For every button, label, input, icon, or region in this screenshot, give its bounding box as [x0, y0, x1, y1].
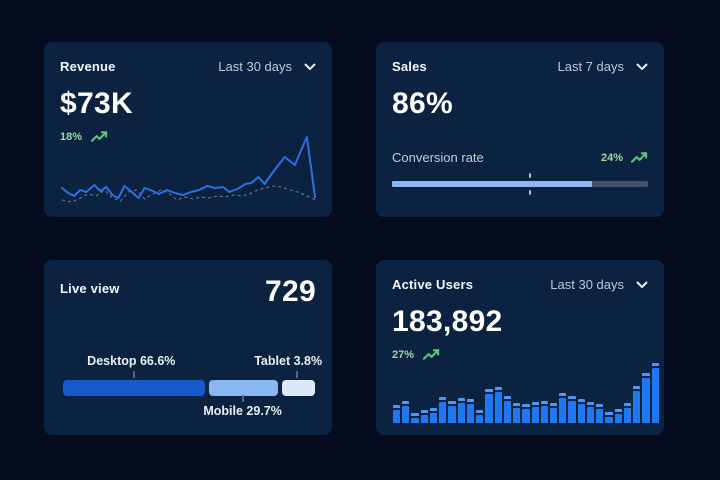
bar — [633, 385, 641, 423]
bar — [411, 413, 419, 423]
active-users-delta-badge: 27% — [392, 349, 440, 361]
revenue-card: Revenue Last 30 days $73K 18% — [44, 42, 332, 217]
live-view-header: Live view 729 — [60, 275, 316, 309]
bar — [596, 404, 604, 423]
live-view-card: Live view 729 Desktop 66.6% Mobile 29.7% T… — [44, 260, 332, 435]
conversion-delta-badge: 24% — [601, 152, 648, 164]
bar — [559, 393, 567, 423]
conversion-section: Conversion rate 24% — [392, 150, 648, 195]
segment-tick — [296, 371, 299, 378]
bar — [503, 396, 512, 423]
trending-up-icon — [423, 349, 440, 360]
bar — [393, 405, 401, 423]
active-users-header: Active Users Last 30 days — [392, 277, 648, 292]
active-users-period-label: Last 30 days — [550, 277, 624, 292]
revenue-period-dropdown[interactable]: Last 30 days — [218, 59, 316, 74]
segment — [208, 380, 279, 396]
revenue-title: Revenue — [60, 59, 116, 74]
current-period-line — [61, 136, 316, 199]
bar — [540, 400, 548, 423]
live-view-value: 729 — [265, 275, 316, 308]
revenue-period-label: Last 30 days — [218, 59, 292, 74]
sales-period-dropdown[interactable]: Last 7 days — [558, 59, 649, 74]
conversion-row: Conversion rate 24% — [392, 150, 648, 165]
bar — [577, 399, 585, 423]
bar — [605, 411, 613, 423]
bar — [402, 400, 410, 423]
active-users-period-dropdown[interactable]: Last 30 days — [550, 277, 648, 292]
active-users-bar-chart — [393, 363, 659, 423]
sales-period-label: Last 7 days — [557, 59, 625, 74]
bar — [522, 403, 530, 423]
trending-up-icon — [91, 131, 108, 142]
bar — [549, 403, 558, 423]
active-users-card: Active Users Last 30 days 183,892 27% — [376, 260, 664, 435]
bar — [476, 409, 484, 423]
revenue-delta-badge: 18% — [60, 131, 108, 143]
revenue-line-chart — [61, 136, 317, 203]
chevron-down-icon — [636, 281, 648, 288]
sales-card-header: Sales Last 7 days — [392, 59, 648, 74]
progress-midpoint-marker-bottom — [529, 190, 532, 195]
bar — [531, 402, 539, 423]
chevron-down-icon — [636, 63, 648, 70]
bar — [439, 396, 447, 423]
device-breakdown-chart: Desktop 66.6% Mobile 29.7% Tablet 3.8% — [63, 354, 322, 418]
active-users-value: 183,892 — [392, 305, 503, 338]
segment-label: Mobile 29.7% — [203, 404, 282, 418]
segment-tick — [241, 395, 244, 402]
segment — [282, 380, 315, 396]
bar — [494, 387, 502, 423]
bar — [642, 373, 650, 423]
previous-period-line — [61, 185, 317, 203]
bar — [614, 409, 622, 423]
segment — [63, 380, 205, 396]
sales-title: Sales — [392, 59, 427, 74]
bar — [651, 363, 659, 423]
progress-fill — [392, 181, 592, 187]
bar — [466, 399, 475, 423]
chevron-down-icon — [304, 63, 316, 70]
progress-track — [392, 181, 648, 187]
bar — [485, 388, 493, 423]
active-users-title: Active Users — [392, 277, 474, 292]
segment-label: Desktop 66.6% — [87, 354, 176, 368]
revenue-card-header: Revenue Last 30 days — [60, 59, 316, 74]
conversion-delta-value: 24% — [600, 151, 623, 164]
sales-value: 86% — [392, 87, 453, 120]
revenue-value: $73K — [60, 87, 133, 120]
segment-label: Tablet 3.8% — [254, 354, 323, 368]
live-view-title: Live view — [60, 281, 120, 296]
bar — [623, 403, 632, 423]
active-users-delta-value: 27% — [392, 349, 415, 361]
bar — [457, 397, 465, 423]
bar — [448, 400, 456, 423]
segment-tick — [132, 371, 135, 378]
revenue-delta-value: 18% — [60, 131, 83, 143]
conversion-progress — [392, 173, 648, 195]
bar — [513, 402, 521, 423]
sales-card: Sales Last 7 days 86% Conversion rate 24… — [376, 42, 664, 217]
progress-midpoint-marker-top — [529, 173, 532, 178]
bar — [586, 402, 595, 423]
trending-up-icon — [631, 151, 648, 163]
bar — [568, 396, 576, 423]
bar — [420, 409, 428, 423]
conversion-label: Conversion rate — [392, 150, 484, 165]
bar — [429, 408, 438, 423]
stacked-bar — [63, 380, 316, 396]
